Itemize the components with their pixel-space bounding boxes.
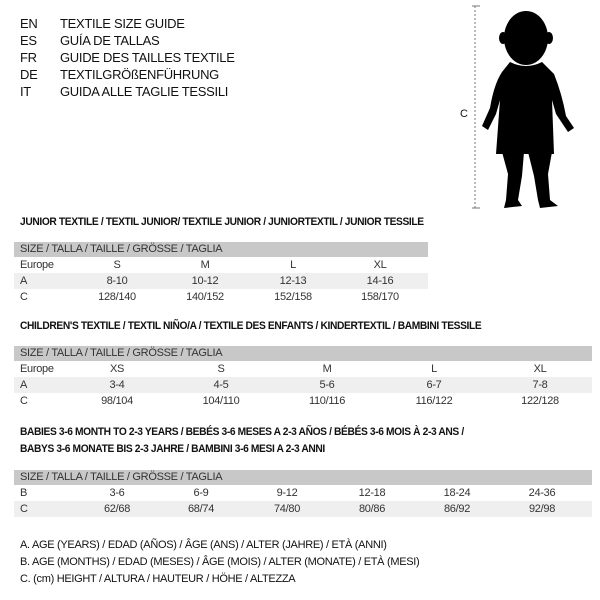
child-silhouette-icon <box>472 5 574 209</box>
table-row: Europe XS S M L XL <box>20 363 547 375</box>
babies-size-table: SIZE / TALLA / TAILLE / GRÖSSE / TAGLIA … <box>14 470 592 517</box>
junior-title: JUNIOR TEXTILE / TEXTIL JUNIOR/ TEXTILE … <box>20 216 424 228</box>
lang-es: ES GUÍA DE TALLAS <box>20 33 160 48</box>
table-row: C 128/140 140/152 152/158 158/170 <box>20 291 399 303</box>
children-size-table: SIZE / TALLA / TAILLE / GRÖSSE / TAGLIA … <box>14 346 592 409</box>
table-row: A 3-4 4-5 5-6 6-7 7-8 <box>14 377 592 393</box>
lang-fr: FR GUIDE DES TAILLES TEXTILE <box>20 50 235 65</box>
table-row: C 62/68 68/74 74/80 80/86 86/92 92/98 <box>14 501 592 517</box>
babies-title-line1: BABIES 3-6 MONTH TO 2-3 YEARS / BEBÉS 3-… <box>20 426 464 438</box>
table-header: SIZE / TALLA / TAILLE / GRÖSSE / TAGLIA <box>14 242 428 257</box>
table-header: SIZE / TALLA / TAILLE / GRÖSSE / TAGLIA <box>14 470 592 485</box>
height-measure-label: C <box>460 108 468 120</box>
legend-c: C. (cm) HEIGHT / ALTURA / HAUTEUR / HÖHE… <box>20 573 296 585</box>
legend-a: A. AGE (YEARS) / EDAD (AÑOS) / ÂGE (ANS)… <box>20 539 387 551</box>
lang-de: DE TEXTILGRÖßENFÜHRUNG <box>20 67 219 82</box>
legend-b: B. AGE (MONTHS) / EDAD (MESES) / ÂGE (MO… <box>20 556 420 568</box>
babies-title-line2: BABYS 3-6 MONATE BIS 2-3 JAHRE / BAMBINI… <box>20 443 325 455</box>
table-row: Europe S M L XL <box>20 259 387 271</box>
table-row: B 3-6 6-9 9-12 12-18 18-24 24-36 <box>20 487 556 499</box>
lang-it: IT GUIDA ALLE TAGLIE TESSILI <box>20 84 229 99</box>
children-title: CHILDREN'S TEXTILE / TEXTIL NIÑO/A / TEX… <box>20 320 482 332</box>
table-row: C 98/104 104/110 110/116 116/122 122/128 <box>20 395 559 407</box>
table-header: SIZE / TALLA / TAILLE / GRÖSSE / TAGLIA <box>14 346 592 361</box>
lang-en: EN TEXTILE SIZE GUIDE <box>20 16 185 31</box>
junior-size-table: SIZE / TALLA / TAILLE / GRÖSSE / TAGLIA … <box>14 242 428 305</box>
table-row: A 8-10 10-12 12-13 14-16 <box>14 273 428 289</box>
